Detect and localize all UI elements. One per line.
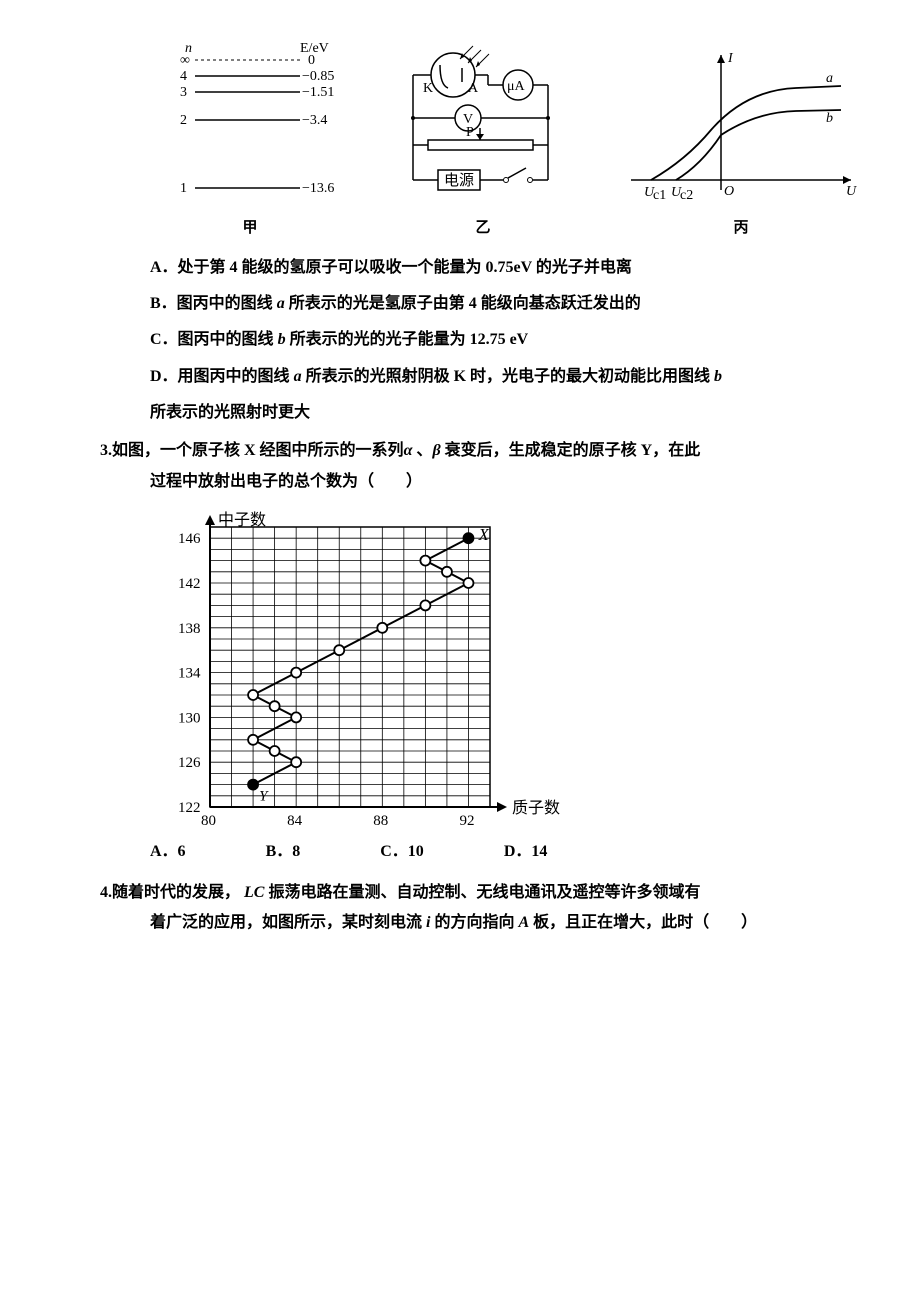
svg-text:122: 122: [178, 800, 201, 816]
svg-text:2: 2: [180, 113, 187, 128]
level-4: 4 −0.85: [180, 69, 334, 84]
svg-text:c2: c2: [680, 188, 693, 203]
fig-jia-label: 甲: [242, 214, 257, 243]
svg-text:130: 130: [178, 711, 201, 727]
q4-stem-line1: 4.随着时代的发展， LC 振荡电路在量测、自动控制、无线电通讯及遥控等许多领域…: [100, 878, 870, 908]
photoelectric-circuit: K A μA V: [368, 40, 598, 210]
svg-text:I: I: [727, 51, 734, 66]
decay-chart: 中子数质子数 122 126 130 134 138 142 146 80 84 88 92 X Y: [150, 507, 570, 837]
svg-text:O: O: [724, 184, 734, 199]
q2-option-c: C．图丙中的图线 b 所表示的光的光子能量为 12.75 eV: [150, 325, 870, 355]
svg-text:0: 0: [308, 53, 315, 68]
q3-options: A．6 B．8 C．10 D．14: [150, 837, 870, 867]
svg-text:∞: ∞: [180, 53, 190, 68]
energy-level-diagram: n E/eV ∞ 0 4 −0.85 3 −1.51 2 −3.4: [150, 40, 350, 210]
level-inf: ∞ 0: [180, 53, 315, 68]
svg-text:1: 1: [180, 181, 187, 196]
svg-text:Y: Y: [259, 789, 269, 805]
q3-opt-c: C．10: [380, 837, 424, 867]
q3-opt-b: B．8: [266, 837, 301, 867]
svg-text:80: 80: [201, 813, 216, 829]
svg-text:−3.4: −3.4: [302, 113, 327, 128]
svg-text:电源: 电源: [444, 172, 474, 189]
svg-text:μA: μA: [507, 79, 526, 94]
svg-text:−1.51: −1.51: [302, 85, 334, 100]
level-2: 2 −3.4: [180, 113, 327, 128]
svg-text:4: 4: [180, 69, 187, 84]
q2-option-b: B．图丙中的图线 a 所表示的光是氢原子由第 4 能级向基态跃迁发出的: [150, 289, 870, 319]
q3-opt-a: A．6: [150, 837, 186, 867]
svg-text:−13.6: −13.6: [302, 181, 334, 196]
svg-text:中子数: 中子数: [218, 511, 266, 529]
level-3: 3 −1.51: [180, 85, 334, 100]
svg-text:126: 126: [178, 755, 201, 771]
figure-row-q2: n E/eV ∞ 0 4 −0.85 3 −1.51 2 −3.4: [150, 40, 870, 243]
q3-opt-d: D．14: [504, 837, 548, 867]
fig-yi-label: 乙: [475, 214, 490, 243]
svg-text:92: 92: [459, 813, 474, 829]
level-1: 1 −13.6: [180, 181, 334, 196]
svg-text:P: P: [466, 125, 474, 140]
svg-text:88: 88: [373, 813, 388, 829]
svg-text:138: 138: [178, 621, 201, 637]
q4-stem-line2: 着广泛的应用，如图所示，某时刻电流 i 的方向指向 A 板，且正在增大，此时（ …: [150, 908, 870, 938]
svg-text:142: 142: [178, 576, 201, 592]
q3-stem-line1: 3.如图，一个原子核 X 经图中所示的一系列α 、β 衰变后，生成稳定的原子核 …: [100, 436, 870, 466]
svg-text:K: K: [423, 81, 433, 96]
q3-chart-wrap: 中子数质子数 122 126 130 134 138 142 146 80 84 88 92 X Y: [150, 507, 870, 837]
svg-text:−0.85: −0.85: [302, 69, 334, 84]
q2-option-d: D．用图丙中的图线 a 所表示的光照射阴极 K 时，光电子的最大初动能比用图线 …: [150, 362, 870, 392]
svg-text:c1: c1: [653, 188, 666, 203]
q2-option-d-line2: 所表示的光照射时更大: [150, 398, 870, 428]
iu-graph: I U O a b U c1 U c2: [616, 40, 866, 210]
svg-text:质子数: 质子数: [512, 799, 560, 817]
svg-text:a: a: [826, 71, 833, 86]
q3-stem-line2: 过程中放射出电子的总个数为（ ）: [150, 467, 870, 497]
svg-text:84: 84: [287, 813, 303, 829]
fig-bing-label: 丙: [733, 214, 748, 243]
q2-option-a: A．处于第 4 能级的氢原子可以吸收一个能量为 0.75eV 的光子并电离: [150, 253, 870, 283]
svg-text:U: U: [846, 184, 857, 199]
svg-text:134: 134: [178, 666, 201, 682]
svg-text:b: b: [826, 111, 833, 126]
fig-bing: I U O a b U c1 U c2 丙: [616, 40, 866, 243]
svg-text:3: 3: [180, 85, 187, 100]
fig-yi: K A μA V: [368, 40, 598, 243]
svg-text:X: X: [477, 525, 489, 544]
fig-jia: n E/eV ∞ 0 4 −0.85 3 −1.51 2 −3.4: [150, 40, 350, 243]
svg-text:A: A: [468, 81, 479, 96]
svg-text:146: 146: [178, 531, 201, 547]
